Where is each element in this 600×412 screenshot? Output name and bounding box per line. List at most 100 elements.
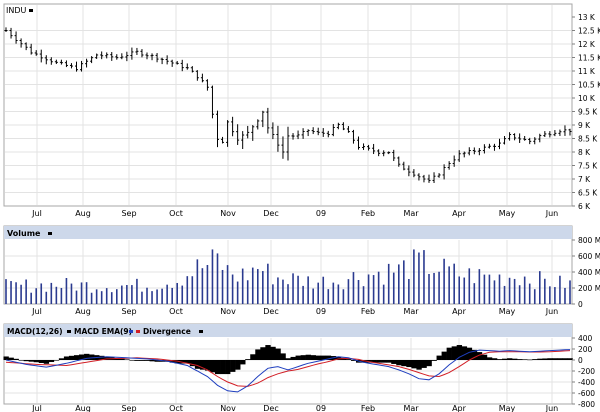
price-bar — [54, 59, 58, 65]
legend-macd-label: MACD(12,26) — [7, 327, 63, 336]
divergence-bar — [527, 359, 533, 361]
legend-divergence-end-marker — [199, 330, 203, 333]
x-tick-label: Mar — [403, 209, 419, 218]
divergence-bar — [13, 358, 19, 360]
x-tick-label: Mar — [403, 404, 419, 412]
y-tick-label: 8 K — [578, 148, 591, 157]
divergence-bar — [532, 359, 538, 360]
divergence-bar — [496, 359, 503, 360]
price-bar — [140, 49, 144, 58]
price-bar — [59, 59, 63, 65]
macd-title-bar — [4, 324, 572, 337]
price-bar — [80, 60, 84, 72]
price-bar — [482, 144, 486, 154]
divergence-bar — [310, 355, 316, 360]
price-bar — [467, 147, 471, 156]
divergence-bar — [43, 360, 50, 364]
x-tick-label: May — [499, 307, 516, 316]
price-bar — [256, 119, 260, 130]
divergence-bar — [436, 355, 442, 360]
y-tick-label: 12.5 K — [578, 27, 600, 36]
price-bar — [291, 133, 295, 140]
y-tick-label: -200 — [578, 367, 595, 376]
macd-x-tick-labels: Jul Aug Sep Oct Nov Dec 09 Feb Mar Apr May Jun — [31, 404, 558, 412]
volume-title: Volume — [7, 229, 41, 238]
y-tick-label: 10.5 K — [578, 81, 600, 90]
y-tick-label: 7 K — [578, 175, 591, 184]
legend-macd-marker — [67, 330, 71, 333]
divergence-bar — [250, 354, 256, 360]
divergence-bar — [361, 360, 367, 363]
divergence-bar — [28, 360, 34, 362]
price-bar — [558, 129, 562, 136]
x-tick-label: Feb — [361, 404, 375, 412]
divergence-bar — [209, 360, 216, 373]
x-tick-label: Dec — [263, 404, 278, 412]
divergence-bar — [129, 360, 135, 361]
x-tick-label: Jul — [31, 307, 42, 316]
volume-y-tick-labels: 0 200 M 400 M 600 M 800 M — [572, 236, 600, 309]
x-tick-label: Jun — [545, 307, 559, 316]
divergence-bar — [421, 360, 427, 368]
y-tick-label: 800 M — [578, 236, 600, 245]
price-bar — [271, 122, 275, 140]
price-bar — [548, 131, 552, 138]
divergence-bar — [134, 360, 140, 361]
price-bar — [437, 173, 441, 178]
price-bar — [563, 125, 567, 136]
macd-panel: MACD(12,26) MACD EMA(9) Divergence -800-… — [3, 323, 595, 412]
price-bar — [95, 53, 99, 59]
x-tick-label: Nov — [220, 209, 236, 218]
x-tick-label: Mar — [403, 307, 419, 316]
x-tick-label: May — [499, 209, 516, 218]
x-tick-label: Sep — [121, 404, 136, 412]
y-tick-label: 8.5 K — [578, 135, 598, 144]
price-bar — [498, 138, 501, 150]
price-bar — [442, 164, 446, 180]
divergence-bar — [18, 360, 24, 361]
price-bar — [205, 79, 209, 91]
price-bar — [351, 129, 355, 144]
volume-panel: Volume 0 200 M 400 M 600 M 800 M Jul Aug Sep Oc… — [3, 225, 600, 316]
price-bar — [165, 55, 169, 65]
price-bar — [422, 174, 426, 183]
price-bar — [120, 53, 124, 60]
divergence-bar — [63, 356, 70, 360]
divergence-bar — [169, 360, 175, 363]
divergence-bar — [240, 360, 246, 365]
x-tick-label: Aug — [75, 209, 91, 218]
price-bar — [528, 137, 532, 145]
y-tick-label: 0 — [578, 300, 583, 309]
price-bar — [372, 143, 376, 155]
y-tick-label: 200 M — [578, 284, 600, 293]
divergence-bar — [411, 360, 417, 369]
x-tick-label: Feb — [361, 209, 375, 218]
divergence-bar — [416, 360, 422, 370]
price-bar — [14, 31, 18, 44]
price-bar — [492, 143, 496, 151]
divergence-bar — [547, 358, 553, 360]
price-bar — [553, 130, 557, 137]
price-bar — [75, 61, 78, 72]
price-bar — [115, 54, 119, 60]
y-tick-label: 11 K — [578, 67, 596, 76]
x-tick-label: 09 — [316, 209, 326, 218]
price-bar — [523, 135, 527, 141]
price-bar — [397, 156, 401, 167]
divergence-bar — [542, 358, 548, 360]
price-bar — [64, 60, 68, 68]
macd-ema-line — [5, 350, 571, 387]
price-bar — [477, 148, 481, 156]
price-bar — [9, 27, 13, 39]
price-bar — [533, 137, 537, 145]
x-tick-label: Aug — [75, 404, 91, 412]
legend-divergence-label: Divergence — [143, 327, 191, 336]
price-bar — [316, 127, 320, 136]
price-bar — [110, 52, 114, 61]
price-bar — [251, 125, 255, 141]
divergence-bar — [194, 360, 201, 369]
divergence-bar — [58, 358, 65, 360]
price-bar — [231, 116, 235, 137]
price-bar — [513, 133, 517, 141]
divergence-bar — [38, 360, 45, 364]
